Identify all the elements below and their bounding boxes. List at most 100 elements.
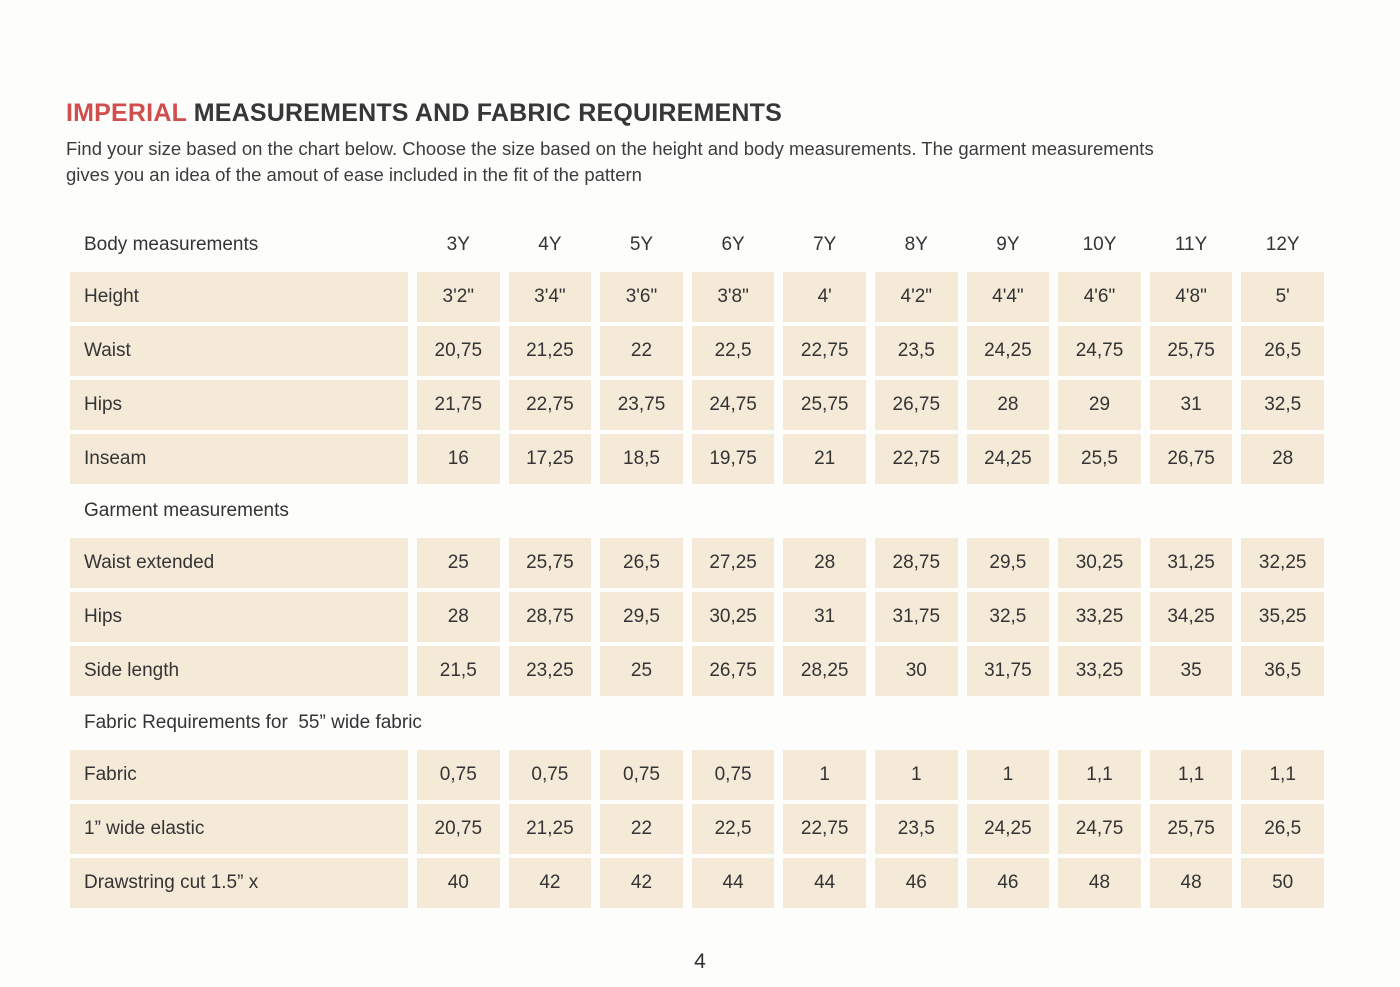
value-cell: 44: [783, 858, 866, 908]
value-cell: 25,75: [508, 538, 592, 588]
value-cell: 23,75: [600, 380, 683, 430]
value-cell: 28: [1241, 434, 1324, 484]
value-cell: 30,25: [1058, 538, 1141, 588]
value-cell: 23,25: [508, 646, 592, 696]
value-cell: 31,75: [966, 646, 1050, 696]
value-cell: 28: [417, 592, 500, 642]
value-cell: 25,75: [1149, 326, 1233, 376]
size-column-header: 7Y: [813, 234, 837, 255]
value-cell: 33,25: [1058, 592, 1141, 642]
value-cell: 44: [691, 858, 775, 908]
page-title: IMPERIAL MEASUREMENTS AND FABRIC REQUIRE…: [66, 99, 1336, 128]
value-cell: 22,75: [783, 804, 866, 854]
value-cell: 0,75: [691, 750, 775, 800]
value-cell: 1,1: [1149, 750, 1233, 800]
value-cell: 30,25: [691, 592, 775, 642]
value-cell: 24,75: [1058, 326, 1141, 376]
value-cell: 28,75: [874, 538, 958, 588]
value-cell: 32,25: [1241, 538, 1324, 588]
value-cell: 29,5: [600, 592, 683, 642]
value-cell: 28: [966, 380, 1050, 430]
table-row: Side length 21,5 23,25 25 26,75 28,25 30 31,75 3…: [70, 646, 1324, 696]
value-cell: 20,75: [417, 326, 500, 376]
value-cell: 26,5: [600, 538, 683, 588]
value-cell: 48: [1149, 858, 1233, 908]
intro-paragraph: Find your size based on the chart below.…: [66, 136, 1336, 188]
value-cell: 42: [508, 858, 592, 908]
section-label-row: Garment measurements: [70, 488, 1324, 534]
page-number: 4: [694, 950, 706, 973]
value-cell: 50: [1241, 858, 1324, 908]
value-cell: 32,5: [966, 592, 1050, 642]
table-row: Waist extended 25 25,75 26,5 27,25 28 28,75 29,…: [70, 538, 1324, 588]
value-cell: 20,75: [417, 804, 500, 854]
row-label: Inseam: [70, 434, 408, 484]
size-column-header: 5Y: [629, 234, 654, 255]
value-cell: 0,75: [508, 750, 592, 800]
title-accent: IMPERIAL: [66, 99, 187, 127]
value-cell: 23,5: [874, 326, 958, 376]
value-cell: 1: [874, 750, 958, 800]
value-cell: 26,75: [1149, 434, 1233, 484]
value-cell: 33,25: [1058, 646, 1141, 696]
value-cell: 31,25: [1149, 538, 1233, 588]
intro-line: gives you an idea of the amout of ease i…: [66, 164, 642, 185]
value-cell: 1: [783, 750, 866, 800]
table-row: Waist 20,75 21,25 22 22,5 22,75 23,5 24,25 24,75…: [70, 326, 1324, 376]
value-cell: 28: [783, 538, 866, 588]
value-cell: 22,5: [691, 326, 775, 376]
value-cell: 17,25: [508, 434, 592, 484]
size-column-header: 3Y: [446, 234, 470, 255]
size-column-header: 9Y: [996, 234, 1020, 255]
value-cell: 4': [783, 272, 866, 322]
value-cell: 24,25: [966, 434, 1050, 484]
value-cell: 29,5: [966, 538, 1050, 588]
value-cell: 36,5: [1241, 646, 1324, 696]
value-cell: 24,75: [691, 380, 775, 430]
value-cell: 25: [417, 538, 500, 588]
table-row: Fabric 0,75 0,75 0,75 0,75 1 1 1 1,1 1,1 1,1: [70, 750, 1324, 800]
value-cell: 21,5: [417, 646, 500, 696]
value-cell: 30: [874, 646, 958, 696]
value-cell: 31: [783, 592, 866, 642]
value-cell: 26,5: [1241, 326, 1324, 376]
table-row: Drawstring cut 1.5” x 40 42 42 44 44 46 46 48 48 5…: [70, 858, 1324, 908]
value-cell: 25,5: [1058, 434, 1141, 484]
value-cell: 35,25: [1241, 592, 1324, 642]
value-cell: 22: [600, 804, 683, 854]
value-cell: 21,25: [508, 804, 592, 854]
table-row: Height 3'2" 3'4" 3'6" 3'8" 4' 4'2" 4'4" 4'6" 4'8"…: [70, 272, 1324, 322]
value-cell: 42: [600, 858, 683, 908]
value-cell: 25,75: [1149, 804, 1233, 854]
value-cell: 25: [600, 646, 683, 696]
row-label: Waist: [70, 326, 408, 376]
row-label: Fabric: [70, 750, 408, 800]
value-cell: 25,75: [783, 380, 866, 430]
row-label: Waist extended: [70, 538, 408, 588]
size-column-header: 6Y: [721, 234, 745, 255]
value-cell: 3'8": [691, 272, 775, 322]
value-cell: 40: [417, 858, 500, 908]
table-row: Hips 28 28,75 29,5 30,25 31 31,75 32,5 33,25 34,2…: [70, 592, 1324, 642]
value-cell: 1,1: [1241, 750, 1324, 800]
value-cell: 29: [1058, 380, 1141, 430]
value-cell: 34,25: [1149, 592, 1233, 642]
value-cell: 46: [966, 858, 1050, 908]
value-cell: 16: [417, 434, 500, 484]
value-cell: 28,25: [783, 646, 866, 696]
value-cell: 1,1: [1058, 750, 1141, 800]
size-column-header: 10Y: [1082, 234, 1117, 255]
value-cell: 28,75: [508, 592, 592, 642]
value-cell: 31,75: [874, 592, 958, 642]
section-label-row: Fabric Requirements for 55” wide fabric: [70, 700, 1324, 746]
value-cell: 22: [600, 326, 683, 376]
value-cell: 27,25: [691, 538, 775, 588]
table-header-row: Body measurements 3Y 4Y 5Y 6Y 7Y 8Y 9Y 10Y 11Y 12Y: [70, 222, 1324, 268]
title-rest: MEASUREMENTS AND FABRIC REQUIREMENTS: [186, 99, 782, 127]
section-label: Body measurements: [84, 234, 259, 255]
row-label: Hips: [70, 380, 408, 430]
row-label: 1” wide elastic: [70, 804, 408, 854]
section-label: Garment measurements: [84, 500, 289, 521]
size-column-header: 12Y: [1265, 234, 1300, 255]
value-cell: 24,25: [966, 804, 1050, 854]
